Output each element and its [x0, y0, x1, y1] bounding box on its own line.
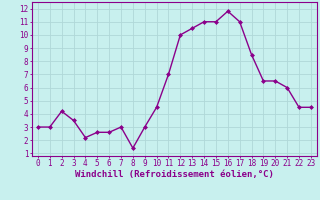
X-axis label: Windchill (Refroidissement éolien,°C): Windchill (Refroidissement éolien,°C): [75, 170, 274, 179]
